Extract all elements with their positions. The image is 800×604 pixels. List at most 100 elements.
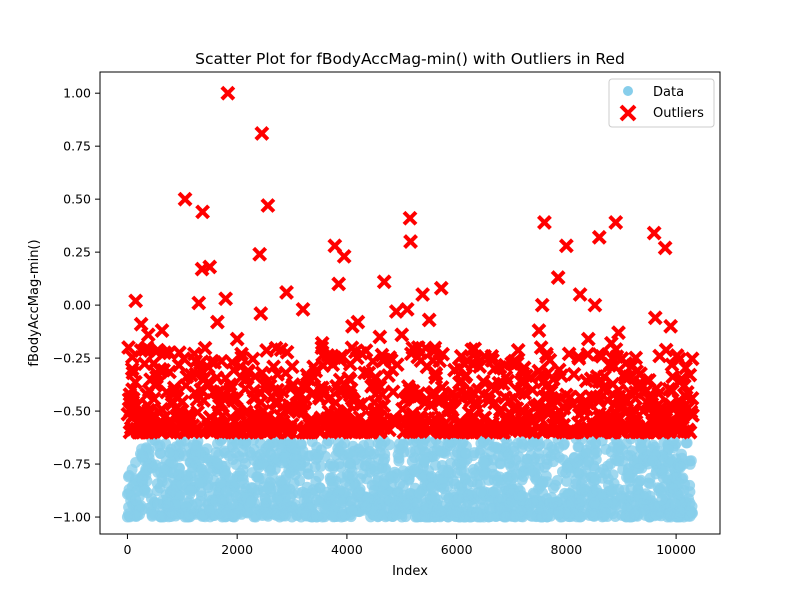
y-tick-label: −1.00 <box>53 510 91 525</box>
data-point <box>656 494 668 506</box>
data-point <box>421 502 433 514</box>
data-point <box>228 511 240 523</box>
data-point <box>664 453 676 465</box>
data-point <box>686 500 698 512</box>
outlier-point <box>665 414 680 430</box>
data-point <box>187 453 199 465</box>
outlier-point <box>262 378 278 394</box>
data-point <box>212 438 223 450</box>
data-point <box>196 463 208 475</box>
outlier-point <box>191 295 207 311</box>
outlier-point <box>558 238 574 254</box>
outlier-point <box>472 359 488 374</box>
outlier-point <box>264 389 280 405</box>
outlier-point <box>314 335 330 351</box>
data-point <box>574 511 586 523</box>
data-point <box>434 505 446 517</box>
outlier-point <box>240 363 256 379</box>
data-point <box>138 469 150 481</box>
legend-outliers-marker <box>619 104 637 122</box>
outlier-point <box>542 352 558 368</box>
data-point <box>533 462 545 474</box>
data-point <box>580 465 592 477</box>
data-point <box>347 470 359 482</box>
outlier-point <box>603 335 619 351</box>
data-point <box>605 446 617 458</box>
outlier-point <box>410 340 426 355</box>
data-point <box>553 506 565 518</box>
data-point <box>219 465 231 476</box>
y-tick-label: −0.50 <box>53 404 91 419</box>
data-point <box>327 511 339 523</box>
outlier-point <box>186 346 202 362</box>
outlier-point <box>619 369 635 385</box>
outlier-point <box>232 405 248 421</box>
data-point <box>433 439 444 451</box>
outlier-point <box>354 396 370 412</box>
outlier-point <box>604 350 620 366</box>
data-point <box>368 485 380 496</box>
data-point <box>412 463 423 475</box>
data-point <box>179 511 191 523</box>
data-point <box>467 450 479 462</box>
outlier-point <box>154 323 170 338</box>
outlier-point <box>122 424 138 440</box>
data-point <box>411 497 423 509</box>
data-point <box>210 446 222 458</box>
data-point <box>632 452 644 464</box>
data-point <box>549 479 561 491</box>
data-point <box>418 454 430 466</box>
outlier-point <box>682 424 698 440</box>
data-point <box>123 501 135 513</box>
data-point <box>264 465 276 477</box>
data-point <box>346 505 358 517</box>
data-point <box>566 496 578 508</box>
data-point <box>270 452 282 464</box>
outlier-point <box>399 301 415 317</box>
x-tick-label: 6000 <box>441 542 473 557</box>
data-point <box>335 511 347 523</box>
outlier-point <box>229 331 245 347</box>
data-point <box>624 511 635 523</box>
outlier-point <box>185 418 201 434</box>
outlier-point <box>649 380 664 396</box>
y-axis: −1.00 −0.75 −0.50 −0.25 0.00 0.25 0.50 0.75 1.00 <box>53 86 100 525</box>
data-point <box>377 487 389 499</box>
outlier-point <box>220 85 236 101</box>
outlier-point <box>128 293 144 309</box>
data-point <box>212 458 224 470</box>
outlier-point <box>247 390 263 406</box>
outlier-point <box>434 380 450 395</box>
outlier-point <box>560 424 576 439</box>
data-point <box>393 443 405 455</box>
x-tick-label: 0 <box>123 542 131 557</box>
outlier-point <box>663 318 679 334</box>
data-point <box>401 498 413 510</box>
data-point <box>173 469 185 481</box>
outlier-point <box>336 248 352 264</box>
data-point <box>363 438 375 450</box>
outlier-point <box>218 291 234 307</box>
outlier-point <box>550 270 566 285</box>
series-outliers <box>120 85 700 440</box>
data-point <box>398 469 410 481</box>
data-point <box>591 484 602 495</box>
outlier-point <box>334 348 349 364</box>
data-point <box>139 484 151 496</box>
outlier-point <box>342 387 358 403</box>
data-point <box>462 489 474 501</box>
data-point <box>575 495 587 507</box>
outlier-point <box>484 348 500 364</box>
outlier-point <box>253 306 269 322</box>
data-point <box>633 463 645 474</box>
data-point <box>196 490 207 502</box>
x-tick-label: 10000 <box>656 542 696 557</box>
outlier-point <box>181 417 197 433</box>
data-point <box>521 457 533 469</box>
data-point <box>257 458 269 470</box>
outlier-point <box>522 423 538 439</box>
outlier-point <box>531 323 547 338</box>
outlier-point <box>606 423 622 439</box>
outlier-point <box>137 342 153 358</box>
data-point <box>274 511 286 523</box>
